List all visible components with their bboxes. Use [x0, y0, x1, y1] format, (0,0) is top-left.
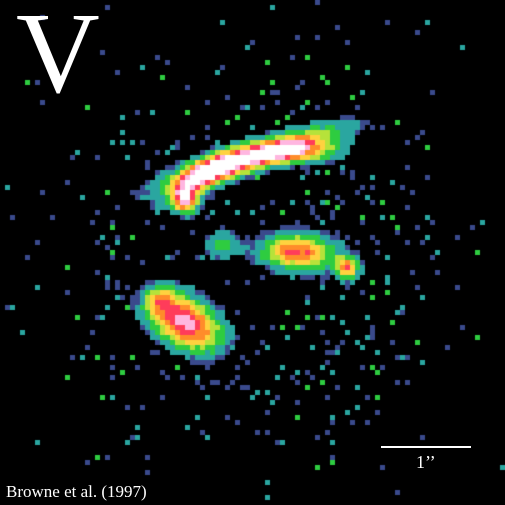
band-letter: V — [16, 0, 100, 118]
credit-text: Browne et al. (1997) — [6, 482, 147, 501]
scale-label: 1’’ — [416, 452, 436, 472]
scale-bar — [381, 446, 471, 448]
